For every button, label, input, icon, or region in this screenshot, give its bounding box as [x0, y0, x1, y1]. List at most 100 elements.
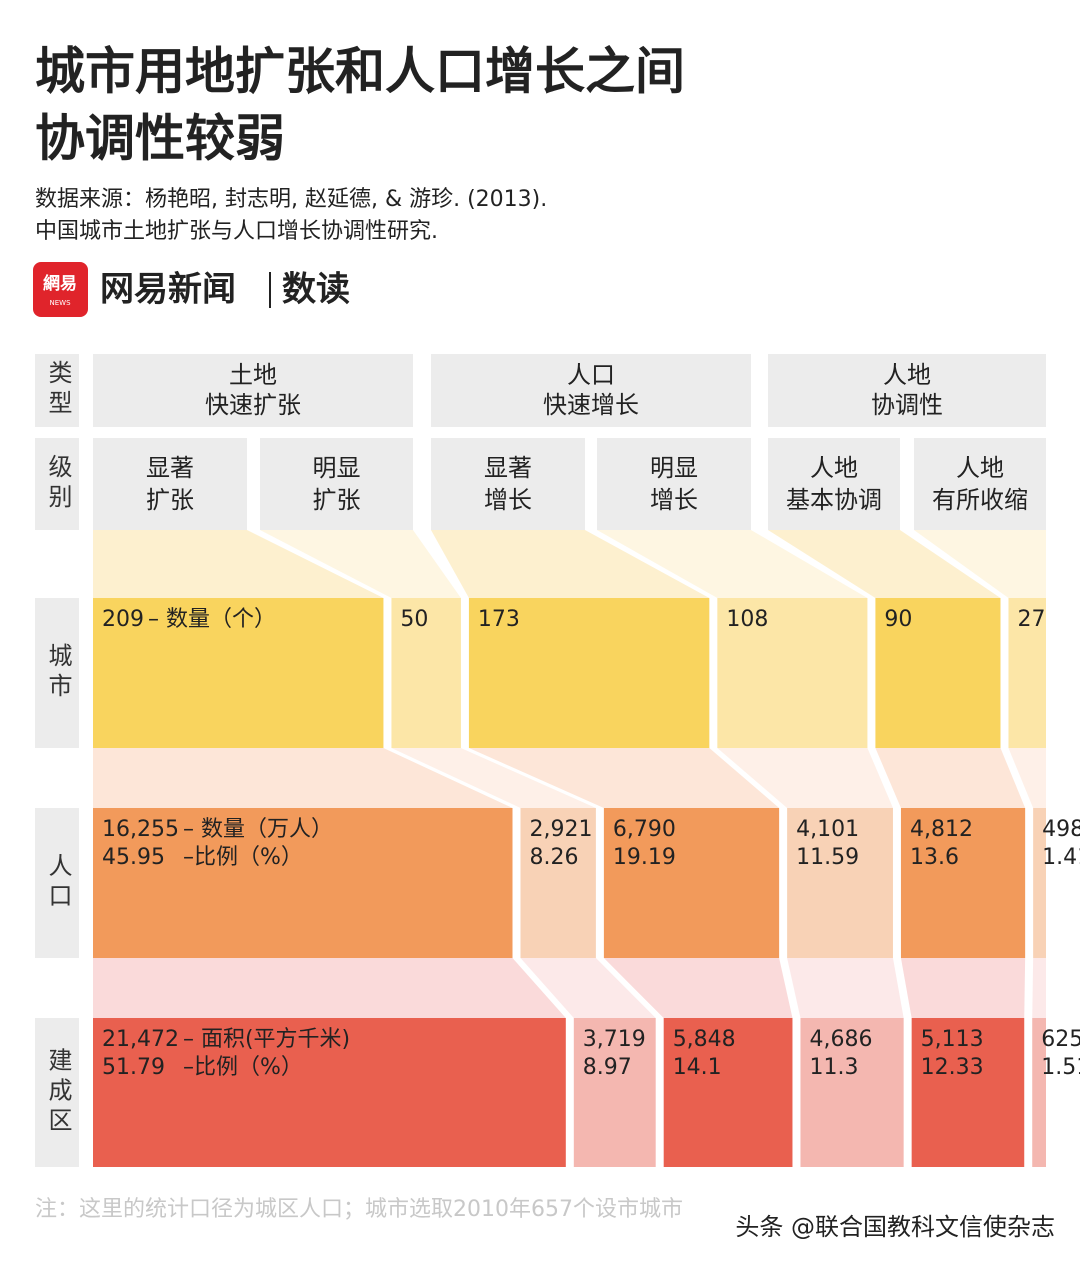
segment [468, 598, 710, 748]
level-label: 扩张 [313, 486, 361, 514]
connector [391, 748, 596, 808]
measure-label: –比例（%） [183, 1055, 303, 1080]
row-label: 级别 [44, 454, 72, 514]
value-label: 27 [1017, 607, 1045, 632]
level-label: 增长 [650, 486, 698, 514]
segment [875, 598, 1001, 748]
source: 中国城市土地扩张与人口增长协调性研究. [35, 219, 438, 244]
connector [768, 530, 1001, 598]
logo [33, 262, 88, 317]
segment [391, 598, 461, 748]
table: 类型级别土地快速扩张人口快速增长人地协调性显著扩张明显扩张显著增长明显增长人地基… [35, 354, 1080, 1167]
row-label: 人口 [44, 853, 72, 913]
watermark: 头条 @联合国教科文信使杂志 [735, 1213, 1055, 1241]
type-label: 人地 [883, 361, 931, 389]
connector [787, 958, 904, 1018]
level-label: 明显 [650, 454, 698, 482]
title: 协调性较弱 [35, 110, 285, 168]
row-label-cell [35, 808, 79, 958]
note: 注：这里的统计口径为城区人口；城市选取2010年657个设市城市 [35, 1197, 683, 1222]
connector [431, 530, 710, 598]
segment [603, 808, 780, 958]
connector [914, 530, 1046, 598]
connector [597, 530, 868, 598]
logo-sub: NEWS [49, 299, 71, 307]
level-cell [93, 438, 247, 530]
level-cell [260, 438, 413, 530]
level-label: 有所收缩 [932, 486, 1028, 514]
level-label: 增长 [484, 486, 532, 514]
measure-label: –比例（%） [183, 845, 303, 870]
level-cell [768, 438, 900, 530]
ratio-label: 8.26 [530, 845, 579, 870]
value-label: 498 [1042, 817, 1080, 842]
segment [93, 598, 384, 748]
level-label: 显著 [484, 454, 532, 482]
type-cell [431, 354, 751, 427]
segment [663, 1018, 793, 1167]
segment [573, 1018, 656, 1167]
connector [603, 958, 793, 1018]
value-label: 5,113 [921, 1027, 984, 1052]
level-cell [597, 438, 751, 530]
type-cell [768, 354, 1046, 427]
title: 城市用地扩张和人口增长之间 [35, 43, 685, 101]
row-label: 城市 [44, 643, 72, 703]
connector [875, 748, 1026, 808]
value-label: 6,790 [613, 817, 676, 842]
segment [800, 1018, 904, 1167]
segment [1008, 598, 1046, 748]
connector [260, 530, 461, 598]
level-label: 人地 [810, 454, 858, 482]
segment [787, 808, 893, 958]
type-cell [93, 354, 413, 427]
ratio-label: 51.79 [102, 1055, 165, 1080]
segment [93, 1018, 566, 1167]
level-label: 人地 [956, 454, 1004, 482]
type-label: 快速增长 [543, 391, 639, 419]
connector [900, 958, 1026, 1018]
value-label: 4,812 [910, 817, 973, 842]
value-label: 2,921 [530, 817, 593, 842]
level-cell [431, 438, 585, 530]
value-label: 108 [726, 607, 768, 632]
brand-section: 数读 [282, 270, 350, 310]
row-label-cell [35, 1018, 79, 1167]
value-label: 209 [102, 607, 144, 632]
connector [93, 748, 513, 808]
row-label: 建成区 [44, 1048, 72, 1138]
row-label: 类型 [44, 360, 72, 420]
type-label: 快速扩张 [205, 391, 301, 419]
measure-label: – 面积(平方千米) [183, 1027, 350, 1052]
segment [520, 808, 596, 958]
value-label: 16,255 [102, 817, 179, 842]
ratio-label: 45.95 [102, 845, 165, 870]
connector [717, 748, 893, 808]
connector [93, 530, 384, 598]
measure-label: – 数量（万人） [183, 817, 333, 842]
connector [1008, 748, 1046, 808]
type-label: 协调性 [871, 391, 943, 419]
ratio-label: 12.33 [921, 1055, 984, 1080]
level-label: 基本协调 [786, 486, 882, 514]
ratio-label: 11.3 [809, 1055, 858, 1080]
ratio-label: 1.51 [1041, 1055, 1080, 1080]
value-label: 4,101 [796, 817, 859, 842]
value-label: 21,472 [102, 1027, 179, 1052]
value-label: 50 [400, 607, 428, 632]
row-label-cell [35, 438, 79, 530]
segment [717, 598, 868, 748]
ratio-label: 19.19 [613, 845, 676, 870]
level-label: 扩张 [146, 486, 194, 514]
type-label: 土地 [229, 361, 277, 389]
connector [468, 748, 780, 808]
row-label-cell [35, 354, 79, 427]
connector [520, 958, 656, 1018]
segment [900, 808, 1026, 958]
segment [93, 808, 513, 958]
value-label: 625 [1041, 1027, 1080, 1052]
value-label: 3,719 [583, 1027, 646, 1052]
segment [1032, 1018, 1046, 1167]
ratio-label: 8.97 [583, 1055, 632, 1080]
